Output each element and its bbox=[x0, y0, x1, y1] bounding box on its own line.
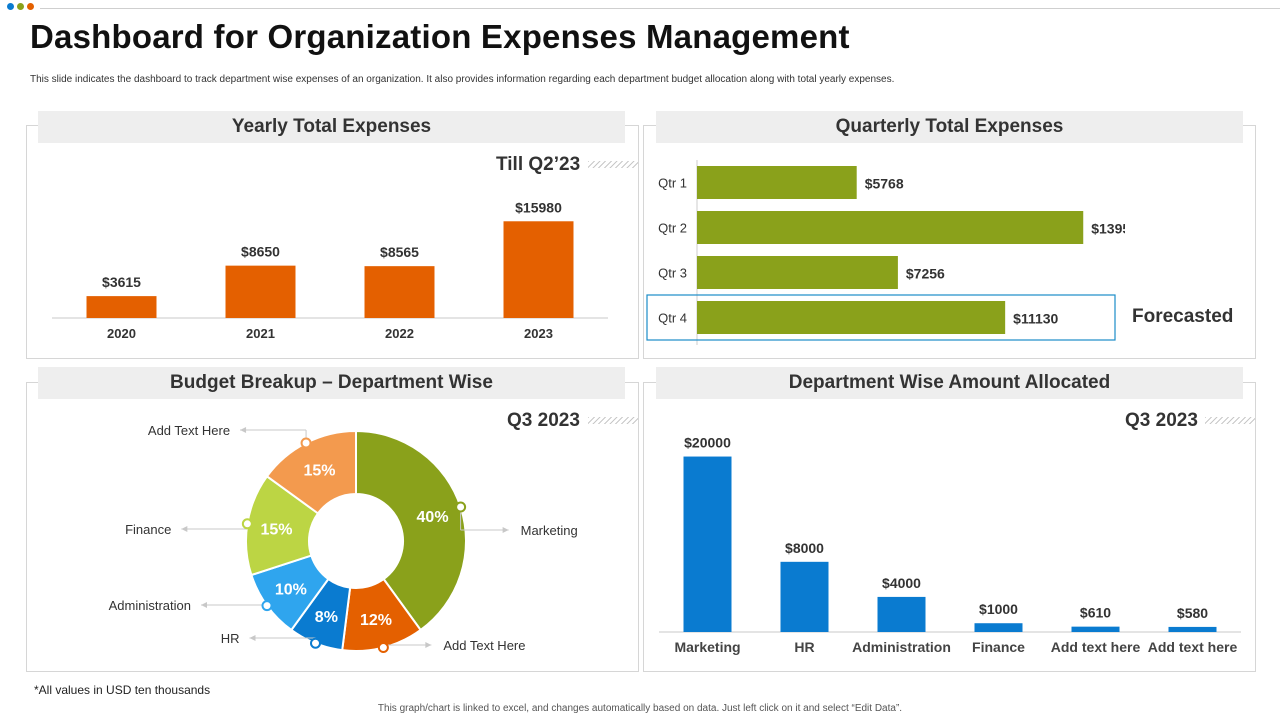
yearly-period: Till Q2’23 bbox=[496, 154, 580, 176]
callout-arrow-icon bbox=[201, 602, 207, 608]
quarterly-tick-label: Qtr 3 bbox=[658, 266, 687, 281]
callout-arrow-icon bbox=[503, 527, 509, 533]
donut-legend-label: Finance bbox=[125, 522, 171, 537]
dept-tick-label: Add text here bbox=[1148, 639, 1238, 655]
callout-marker bbox=[311, 639, 320, 648]
quarterly-tick-label: Qtr 2 bbox=[658, 221, 687, 236]
orange-dot-icon bbox=[27, 3, 34, 10]
donut-percent-label: 15% bbox=[303, 462, 335, 479]
quarterly-bar[interactable] bbox=[697, 301, 1005, 334]
dept-tick-label: Finance bbox=[972, 639, 1025, 655]
donut-legend-label: Administration bbox=[109, 598, 191, 613]
dept-tick-label: Add text here bbox=[1051, 639, 1141, 655]
callout-arrow-icon bbox=[181, 526, 187, 532]
dept-value-label: $1000 bbox=[979, 601, 1018, 617]
quarterly-value-label: $5768 bbox=[865, 176, 904, 192]
callout-arrow-icon bbox=[250, 635, 256, 641]
donut-legend-label: Add Text Here bbox=[148, 423, 230, 438]
yearly-tick-label: 2020 bbox=[107, 326, 136, 341]
excel-note: This graph/chart is linked to excel, and… bbox=[0, 703, 1280, 714]
donut-percent-label: 12% bbox=[360, 612, 392, 629]
dept-value-label: $610 bbox=[1080, 605, 1111, 621]
quarterly-bar[interactable] bbox=[697, 211, 1083, 244]
dept-bar-chart[interactable]: $20000 Marketing $8000 HR $4000 Administratio… bbox=[655, 428, 1245, 663]
quarterly-value-label: $7256 bbox=[906, 266, 945, 282]
yearly-tick-label: 2023 bbox=[524, 326, 553, 341]
units-note: *All values in USD ten thousands bbox=[34, 683, 210, 697]
yearly-bar-chart[interactable]: $3615 2020 $8650 2021 $8565 2022 $15980 2023 bbox=[40, 190, 620, 350]
callout-arrow-icon bbox=[240, 427, 246, 433]
donut-legend-label: Marketing bbox=[521, 523, 578, 538]
yearly-panel-title: Yearly Total Expenses bbox=[38, 111, 625, 143]
dept-bar[interactable] bbox=[878, 597, 926, 632]
callout-marker bbox=[302, 438, 311, 447]
budget-donut-chart[interactable]: 40% Marketing 12% Add Text Here 8% HR 10% Admin… bbox=[40, 405, 630, 667]
dept-bar[interactable] bbox=[1169, 627, 1217, 632]
blue-dot-icon bbox=[7, 3, 14, 10]
forecasted-label: Forecasted bbox=[1132, 306, 1233, 328]
yearly-value-label: $3615 bbox=[102, 274, 141, 290]
yearly-tick-label: 2022 bbox=[385, 326, 414, 341]
donut-percent-label: 8% bbox=[315, 609, 338, 626]
page-subtitle: This slide indicates the dashboard to tr… bbox=[30, 74, 894, 85]
page-title: Dashboard for Organization Expenses Mana… bbox=[30, 18, 850, 56]
quarterly-value-label: $11130 bbox=[1013, 311, 1058, 327]
dept-bar[interactable] bbox=[781, 562, 829, 632]
yearly-bar[interactable] bbox=[87, 296, 157, 318]
donut-percent-label: 15% bbox=[260, 521, 292, 538]
quarterly-tick-label: Qtr 4 bbox=[658, 311, 687, 326]
donut-legend-label: Add Text Here bbox=[443, 638, 525, 653]
quarterly-bar[interactable] bbox=[697, 166, 857, 199]
dept-bar[interactable] bbox=[684, 457, 732, 632]
green-dot-icon bbox=[17, 3, 24, 10]
dept-tick-label: Marketing bbox=[674, 639, 740, 655]
yearly-hatch bbox=[588, 161, 638, 168]
donut-percent-label: 10% bbox=[275, 581, 307, 598]
dept-bar[interactable] bbox=[1072, 627, 1120, 632]
yearly-value-label: $15980 bbox=[515, 199, 562, 215]
dept-tick-label: Administration bbox=[852, 639, 951, 655]
budget-panel-title: Budget Breakup – Department Wise bbox=[38, 367, 625, 399]
yearly-bar[interactable] bbox=[226, 266, 296, 318]
callout-marker bbox=[243, 519, 252, 528]
quarterly-value-label: $13950 bbox=[1091, 221, 1125, 237]
dept-hatch bbox=[1205, 417, 1255, 424]
yearly-value-label: $8650 bbox=[241, 244, 280, 260]
dept-panel-title: Department Wise Amount Allocated bbox=[656, 367, 1243, 399]
yearly-tick-label: 2021 bbox=[246, 326, 275, 341]
quarterly-bar[interactable] bbox=[697, 256, 898, 289]
top-bar bbox=[0, 0, 1280, 10]
dept-bar[interactable] bbox=[975, 623, 1023, 632]
donut-legend-label: HR bbox=[221, 631, 240, 646]
donut-percent-label: 40% bbox=[417, 509, 449, 526]
quarterly-tick-label: Qtr 1 bbox=[658, 176, 687, 191]
dept-value-label: $8000 bbox=[785, 540, 824, 556]
dept-value-label: $20000 bbox=[684, 435, 731, 451]
quarterly-panel-title: Quarterly Total Expenses bbox=[656, 111, 1243, 143]
top-rule bbox=[40, 8, 1280, 9]
callout-marker bbox=[263, 601, 272, 610]
dept-value-label: $4000 bbox=[882, 575, 921, 591]
callout-arrow-icon bbox=[425, 642, 431, 648]
yearly-value-label: $8565 bbox=[380, 244, 419, 260]
dept-tick-label: HR bbox=[794, 639, 814, 655]
callout-marker bbox=[379, 643, 388, 652]
callout-marker bbox=[456, 503, 465, 512]
yearly-bar[interactable] bbox=[504, 221, 574, 318]
quarterly-bar-chart[interactable]: Qtr 1 $5768 Qtr 2 $13950 Qtr 3 $7256 Qtr 4 $111… bbox=[645, 160, 1125, 345]
yearly-bar[interactable] bbox=[365, 266, 435, 318]
dept-value-label: $580 bbox=[1177, 605, 1208, 621]
